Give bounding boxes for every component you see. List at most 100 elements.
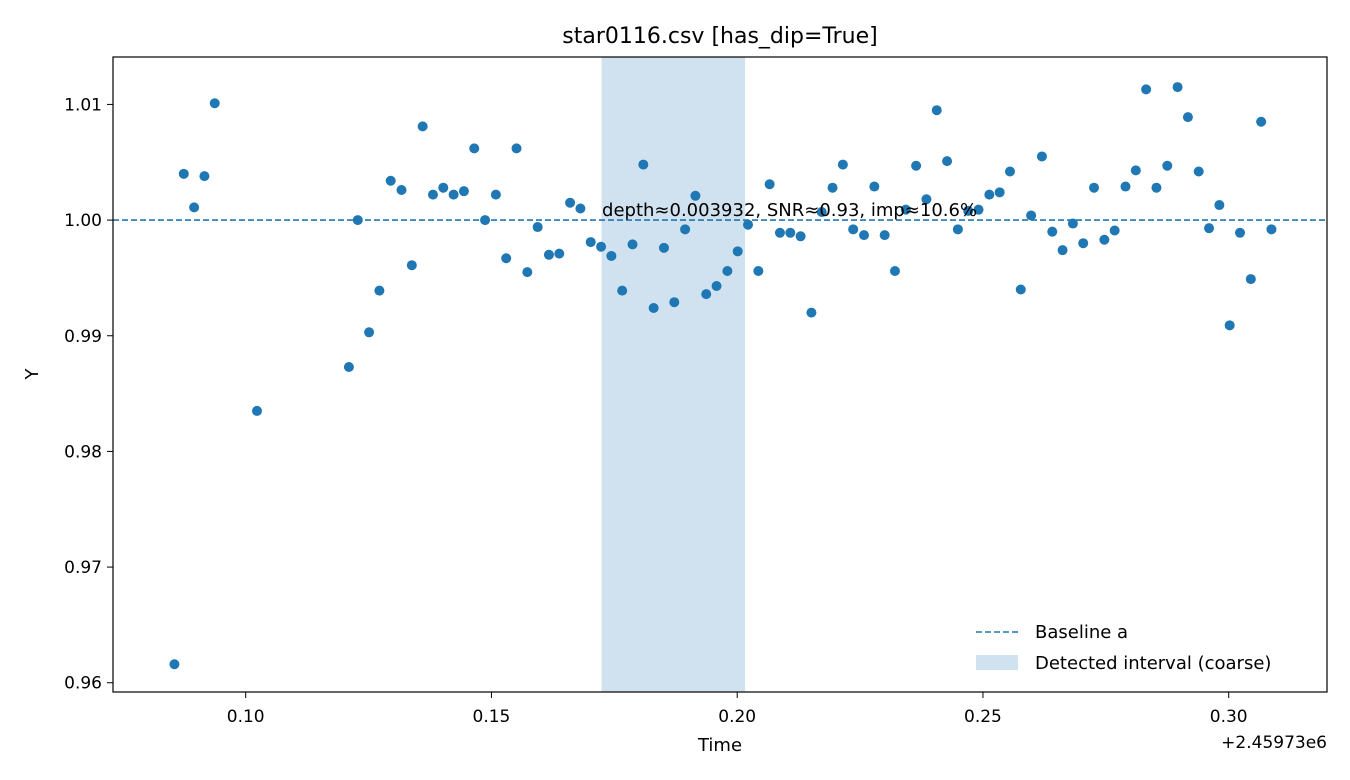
y-tick-label: 1.01 <box>64 95 102 115</box>
data-point <box>837 159 848 170</box>
data-point <box>178 168 189 179</box>
data-point <box>617 285 628 296</box>
data-point <box>627 239 638 250</box>
data-point <box>711 281 722 292</box>
data-point <box>406 260 417 271</box>
x-tick-label: 0.20 <box>718 707 756 727</box>
data-point <box>669 297 680 308</box>
plot-border <box>112 56 1328 693</box>
data-point <box>209 98 220 109</box>
data-point <box>469 143 480 154</box>
data-point <box>900 204 911 215</box>
data-point <box>743 219 754 230</box>
data-point <box>352 215 363 226</box>
data-point <box>1036 151 1047 162</box>
data-point <box>1047 226 1058 237</box>
data-point <box>490 189 501 200</box>
plot-frame <box>112 56 1328 693</box>
data-point <box>680 224 691 235</box>
detected-interval-band <box>601 57 746 692</box>
data-point <box>385 175 396 186</box>
x-tick-label: 0.30 <box>1210 707 1248 727</box>
y-tick-label: 0.99 <box>64 327 102 347</box>
data-point <box>438 182 449 193</box>
data-point <box>911 160 922 171</box>
data-point <box>343 361 354 372</box>
data-point <box>1120 181 1131 192</box>
data-point <box>606 250 617 261</box>
data-point <box>1004 166 1015 177</box>
data-point <box>169 659 180 670</box>
data-point <box>1172 82 1183 93</box>
y-tick-label: 0.98 <box>64 442 102 462</box>
data-point <box>511 143 522 154</box>
x-axis-label: Time <box>697 735 742 756</box>
data-point <box>1245 274 1256 285</box>
data-point <box>722 265 733 276</box>
data-point <box>427 189 438 200</box>
y-tick-label: 1.00 <box>64 211 102 231</box>
data-point <box>869 181 880 192</box>
data-point <box>364 327 375 338</box>
data-point <box>575 203 586 214</box>
data-point <box>396 185 407 196</box>
data-point <box>458 186 469 197</box>
data-point <box>543 249 554 260</box>
data-point <box>1130 165 1141 176</box>
data-point <box>480 215 491 226</box>
data-point <box>1141 84 1152 95</box>
data-points <box>169 82 1277 670</box>
data-point <box>1256 116 1267 127</box>
data-point <box>963 205 974 216</box>
data-point <box>1109 225 1120 236</box>
legend-baseline-label: Baseline a <box>1035 622 1128 643</box>
x-axis-offset-label: +2.45973e6 <box>1221 733 1327 753</box>
data-point <box>522 267 533 278</box>
legend: Baseline a Detected interval (coarse) <box>976 622 1271 674</box>
x-axis: 0.10 0.15 0.20 0.25 0.30 <box>227 692 1248 727</box>
data-point <box>501 253 512 264</box>
data-point <box>690 190 701 201</box>
data-point <box>1235 227 1246 238</box>
data-point <box>1067 218 1078 229</box>
data-point <box>1151 182 1162 193</box>
legend-interval-swatch <box>976 655 1018 670</box>
data-point <box>189 202 200 213</box>
data-point <box>795 231 806 242</box>
data-point <box>554 248 565 259</box>
data-point <box>648 302 659 313</box>
data-point <box>879 230 890 241</box>
data-point <box>585 237 596 248</box>
data-point <box>374 285 385 296</box>
data-point <box>827 182 838 193</box>
data-point <box>658 242 669 253</box>
data-point <box>252 405 263 416</box>
data-point <box>701 289 712 300</box>
detected-interval-layer <box>601 57 746 692</box>
data-point <box>638 159 649 170</box>
data-point <box>417 121 428 132</box>
data-point <box>952 224 963 235</box>
data-point <box>984 189 995 200</box>
data-point <box>774 227 785 238</box>
data-point <box>1204 223 1215 234</box>
data-point <box>1182 112 1193 123</box>
data-point <box>994 187 1005 198</box>
data-point <box>942 156 953 167</box>
data-point <box>565 197 576 208</box>
data-point <box>1078 238 1089 249</box>
data-point <box>1162 160 1173 171</box>
data-point <box>816 206 827 217</box>
x-tick-label: 0.10 <box>227 707 265 727</box>
data-point <box>596 241 607 252</box>
data-point <box>532 222 543 233</box>
data-point <box>921 194 932 205</box>
data-point <box>1214 200 1225 211</box>
data-point <box>806 307 817 318</box>
dip-annotation: depth≈0.003932, SNR≈0.93, imp≈10.6% <box>602 200 977 221</box>
data-point <box>1099 234 1110 245</box>
data-point <box>848 224 859 235</box>
x-tick-label: 0.15 <box>473 707 511 727</box>
data-point <box>732 246 743 257</box>
